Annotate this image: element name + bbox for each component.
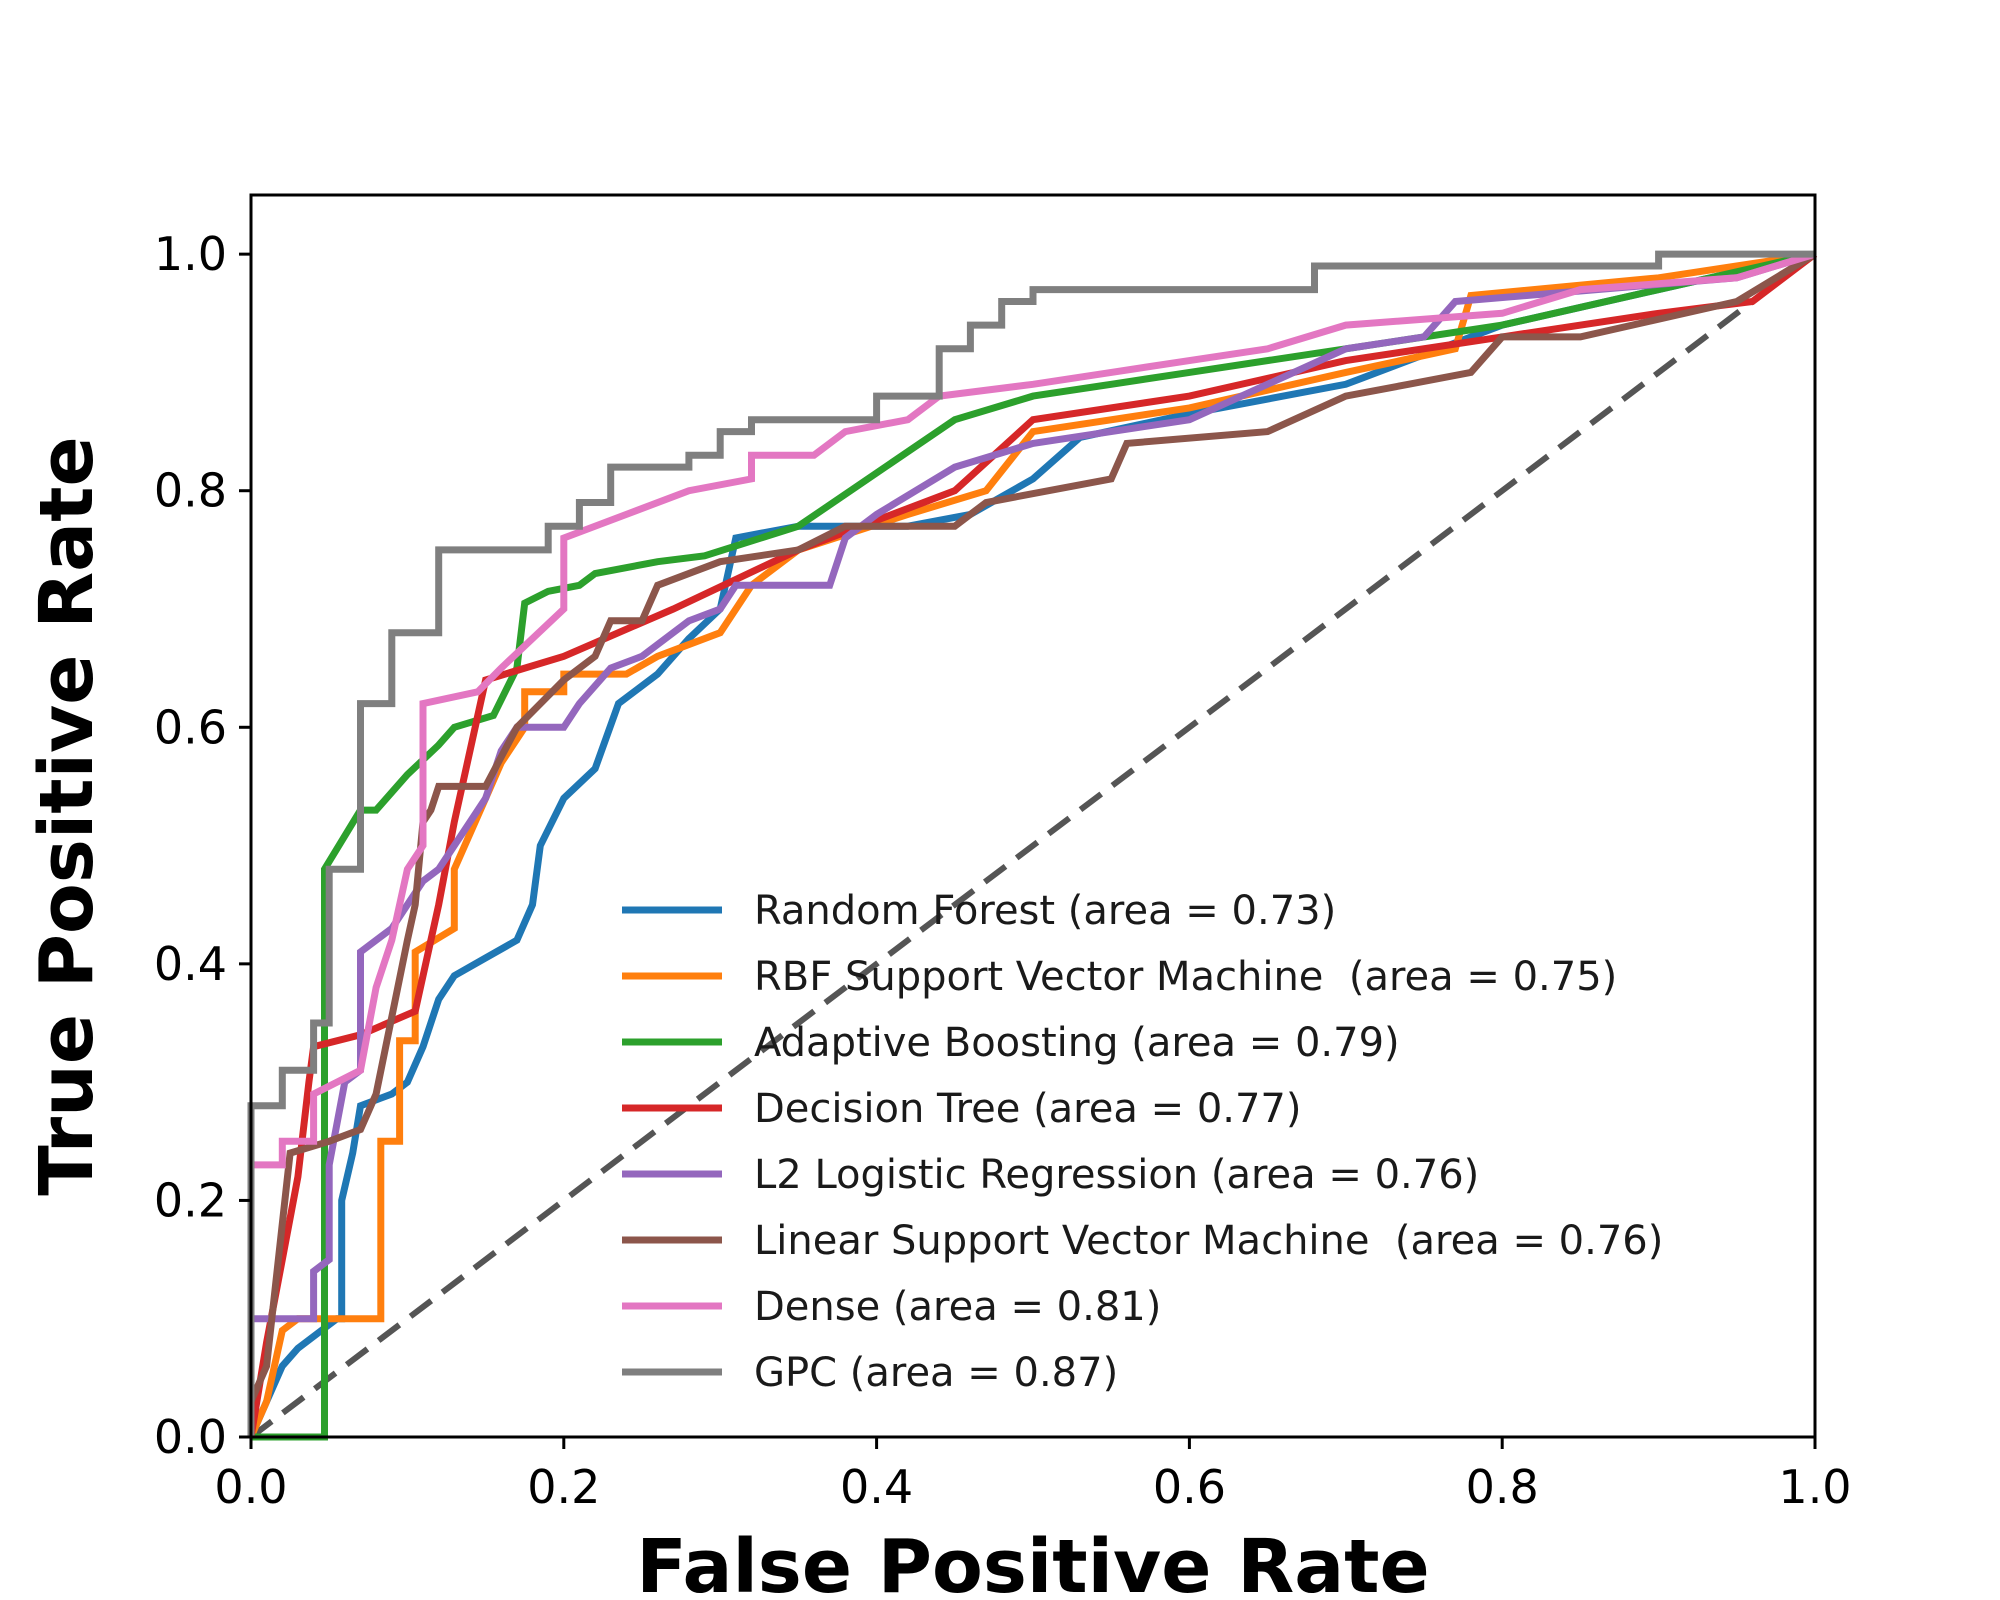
y-tick-label: 0.4	[154, 937, 227, 991]
series-line-3	[251, 250, 1816, 1441]
y-tick-label: 0.2	[154, 1173, 227, 1227]
y-tick-label: 0.8	[154, 464, 227, 518]
series-layer	[247, 250, 1818, 1441]
x-tick-label: 0.0	[214, 1460, 287, 1514]
chance-diagonal-line	[249, 251, 1817, 1440]
legend: Random Forest (area = 0.73) RBF Support V…	[622, 888, 1663, 1396]
y-tick-label: 1.0	[154, 227, 227, 281]
x-tick-label: 0.2	[527, 1460, 600, 1514]
legend-label-3: Adaptive Boosting (area = 0.79)	[754, 1020, 1400, 1066]
legend-label-6: Linear Support Vector Machine (area = 0.…	[754, 1218, 1663, 1264]
y-tick-label: 0.0	[154, 1410, 227, 1464]
x-axis-title: False Positive Rate	[636, 1524, 1429, 1600]
series-line-8	[247, 250, 1815, 1437]
x-tick-label: 0.6	[1153, 1460, 1226, 1514]
baseline-layer	[249, 251, 1817, 1440]
series-line-7	[251, 250, 1817, 1169]
x-tick-label: 0.4	[840, 1460, 913, 1514]
legend-label-2: RBF Support Vector Machine (area = 0.75)	[754, 954, 1617, 1000]
y-axis-title: True Positive Rate	[24, 436, 110, 1195]
legend-label-7: Dense (area = 0.81)	[754, 1284, 1161, 1330]
series-line-4	[247, 251, 1818, 1438]
legend-label-8: GPC (area = 0.87)	[754, 1350, 1118, 1396]
x-tick-label: 0.8	[1466, 1460, 1539, 1514]
x-tick-label: 1.0	[1778, 1460, 1851, 1514]
legend-label-4: Decision Tree (area = 0.77)	[754, 1086, 1301, 1132]
legend-label-5: L2 Logistic Regression (area = 0.76)	[754, 1152, 1479, 1198]
series-line-2	[247, 250, 1816, 1439]
plot-frame	[249, 193, 1817, 1439]
y-tick-label: 0.6	[154, 700, 227, 754]
series-line-6	[247, 251, 1817, 1403]
tick-layer: 0.0 0.2 0.4 0.6 0.8 1.0 0.0 0.2 0.4 0.6 0.8 1.0	[154, 227, 1852, 1514]
legend-label-1: Random Forest (area = 0.73)	[754, 888, 1336, 934]
